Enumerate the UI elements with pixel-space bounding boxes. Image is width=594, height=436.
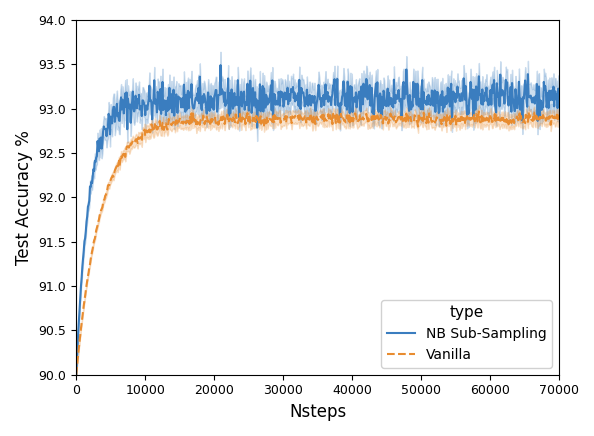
X-axis label: Nsteps: Nsteps [289, 403, 346, 421]
Y-axis label: Test Accuracy %: Test Accuracy % [15, 130, 33, 265]
Legend: NB Sub-Sampling, Vanilla: NB Sub-Sampling, Vanilla [381, 300, 552, 368]
